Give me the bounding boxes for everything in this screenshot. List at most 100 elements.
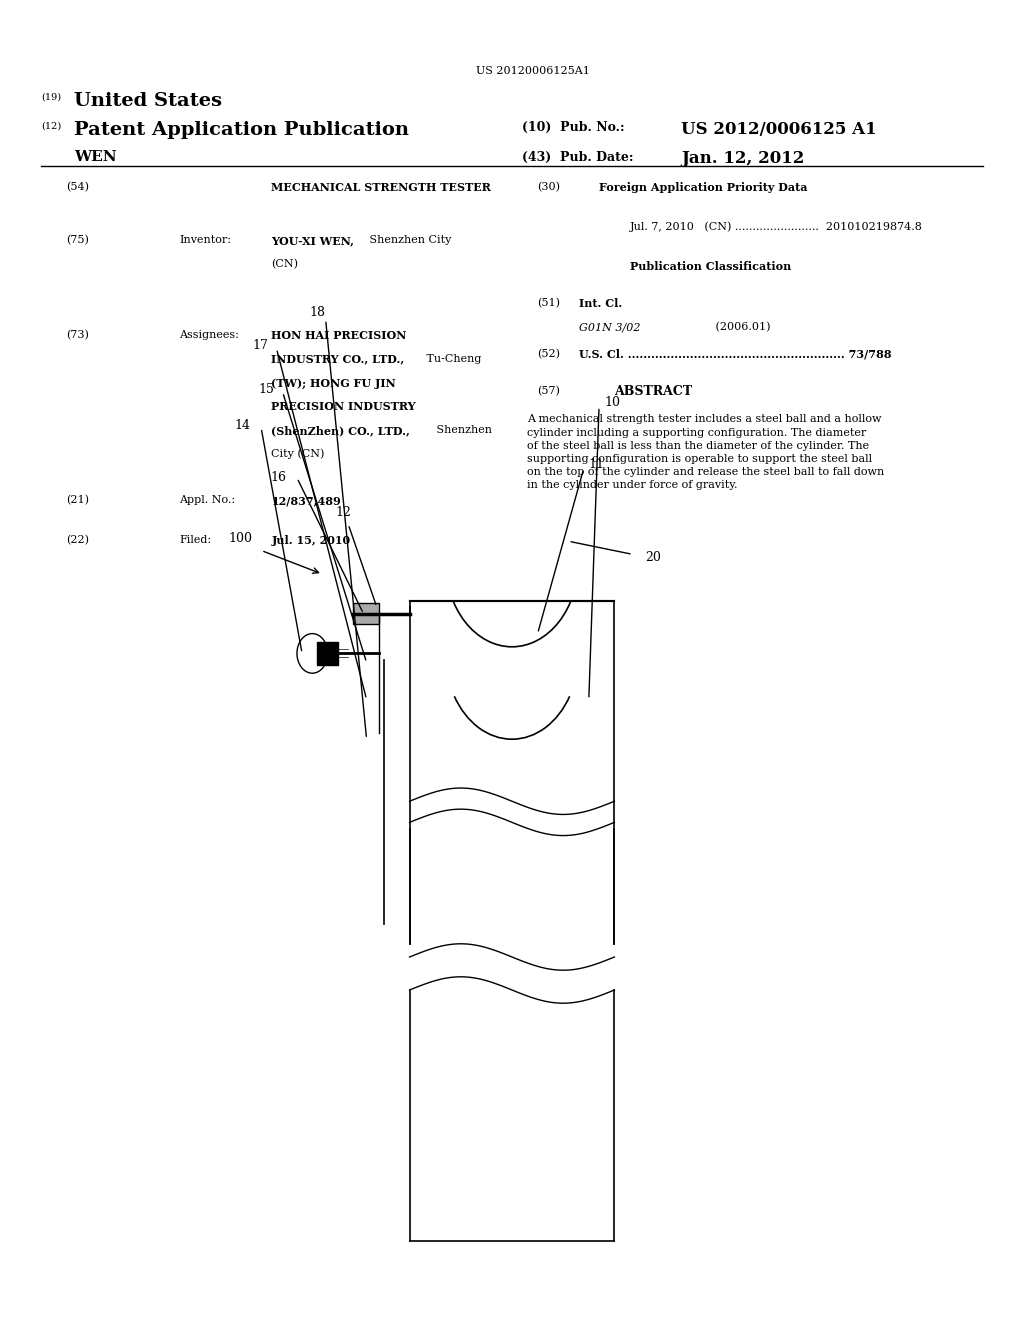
Bar (605, 16, 611, 59)
Bar (651, 16, 655, 59)
Text: (TW); HONG FU JIN: (TW); HONG FU JIN (271, 378, 396, 388)
Text: G01N 3/02: G01N 3/02 (579, 322, 640, 333)
Text: 11: 11 (589, 458, 605, 471)
Text: WEN: WEN (74, 150, 117, 165)
Text: INDUSTRY CO., LTD.,: INDUSTRY CO., LTD., (271, 354, 404, 364)
Bar (687, 16, 691, 59)
Text: (54): (54) (67, 182, 89, 193)
Text: Inventor:: Inventor: (179, 235, 231, 246)
Text: HON HAI PRECISION: HON HAI PRECISION (271, 330, 407, 341)
Text: (CN): (CN) (271, 259, 298, 269)
Text: (ShenZhen) CO., LTD.,: (ShenZhen) CO., LTD., (271, 425, 411, 436)
Text: (19): (19) (41, 92, 61, 102)
Bar (353, 603, 379, 624)
Text: U.S. Cl. ........................................................ 73/788: U.S. Cl. ...............................… (579, 348, 891, 359)
Text: ABSTRACT: ABSTRACT (614, 385, 692, 399)
Text: US 2012/0006125 A1: US 2012/0006125 A1 (681, 121, 877, 139)
Bar (587, 16, 592, 59)
Bar (570, 16, 575, 59)
Text: A mechanical strength tester includes a steel ball and a hollow
cylinder includi: A mechanical strength tester includes a … (527, 414, 885, 491)
Text: Tu-Cheng: Tu-Cheng (423, 354, 481, 364)
Bar (505, 16, 511, 59)
Text: 18: 18 (309, 306, 326, 319)
Bar (0, 0, 1024, 601)
Bar (555, 16, 557, 59)
Bar (496, 16, 501, 59)
Text: 15: 15 (258, 383, 274, 396)
Bar (528, 16, 530, 59)
Text: 14: 14 (234, 418, 251, 432)
Bar (627, 16, 631, 59)
Bar (375, 16, 381, 59)
Bar (444, 16, 446, 59)
Text: Foreign Application Priority Data: Foreign Application Priority Data (599, 182, 808, 193)
Circle shape (297, 634, 328, 673)
Text: Jul. 7, 2010   (CN) ........................  201010219874.8: Jul. 7, 2010 (CN) ......................… (630, 222, 923, 232)
Bar (473, 16, 479, 59)
Text: (57): (57) (538, 385, 560, 396)
Text: Jul. 15, 2010: Jul. 15, 2010 (271, 535, 350, 545)
Text: (12): (12) (41, 121, 61, 131)
Bar (613, 16, 620, 59)
Bar (634, 16, 638, 59)
Text: (2006.01): (2006.01) (691, 322, 771, 333)
Text: (43)  Pub. Date:: (43) Pub. Date: (522, 150, 634, 164)
Text: (22): (22) (67, 535, 89, 545)
Bar (546, 16, 552, 59)
Bar (419, 16, 424, 59)
Text: 20: 20 (645, 550, 662, 564)
Text: 17: 17 (252, 339, 268, 352)
Bar (537, 16, 540, 59)
Text: 12/837,489: 12/837,489 (271, 495, 341, 506)
Bar (515, 16, 522, 59)
Bar (464, 16, 466, 59)
Bar (580, 16, 585, 59)
Text: (73): (73) (67, 330, 89, 341)
Bar (642, 16, 647, 59)
Text: (52): (52) (538, 348, 560, 359)
Text: Jan. 12, 2012: Jan. 12, 2012 (681, 150, 804, 168)
Text: United States: United States (74, 92, 222, 111)
Bar (459, 16, 461, 59)
Bar (397, 16, 403, 59)
Text: Shenzhen: Shenzhen (433, 425, 493, 436)
Text: Assignees:: Assignees: (179, 330, 239, 341)
Text: (21): (21) (67, 495, 89, 506)
Bar (485, 16, 489, 59)
Text: 16: 16 (270, 471, 287, 484)
Text: Int. Cl.: Int. Cl. (579, 298, 622, 309)
Bar (696, 16, 700, 59)
Text: (30): (30) (538, 182, 560, 193)
Bar (594, 16, 599, 59)
Text: Publication Classification: Publication Classification (630, 261, 791, 272)
Bar (660, 16, 665, 59)
Bar (707, 16, 713, 59)
Text: City (CN): City (CN) (271, 449, 325, 459)
Text: (10)  Pub. No.:: (10) Pub. No.: (522, 121, 625, 135)
Circle shape (445, 475, 579, 647)
Text: 100: 100 (228, 532, 253, 545)
Text: PRECISION INDUSTRY: PRECISION INDUSTRY (271, 401, 416, 412)
Bar (369, 16, 372, 59)
Bar (411, 16, 413, 59)
Bar (385, 16, 391, 59)
Text: Shenzhen City: Shenzhen City (366, 235, 451, 246)
Bar (317, 642, 338, 665)
Bar (450, 16, 454, 59)
Text: (75): (75) (67, 235, 89, 246)
Bar (426, 16, 431, 59)
Text: Appl. No.:: Appl. No.: (179, 495, 236, 506)
Text: MECHANICAL STRENGTH TESTER: MECHANICAL STRENGTH TESTER (271, 182, 492, 193)
Text: (51): (51) (538, 298, 560, 309)
Bar (678, 16, 682, 59)
Bar (348, 16, 354, 59)
Text: YOU-XI WEN,: YOU-XI WEN, (271, 235, 354, 246)
Bar (564, 16, 568, 59)
Text: US 20120006125A1: US 20120006125A1 (475, 66, 590, 77)
Bar (435, 16, 439, 59)
Text: 10: 10 (604, 396, 621, 409)
Text: Filed:: Filed: (179, 535, 211, 545)
Text: Patent Application Publication: Patent Application Publication (74, 121, 409, 140)
Bar (668, 16, 674, 59)
Text: 12: 12 (335, 506, 351, 519)
